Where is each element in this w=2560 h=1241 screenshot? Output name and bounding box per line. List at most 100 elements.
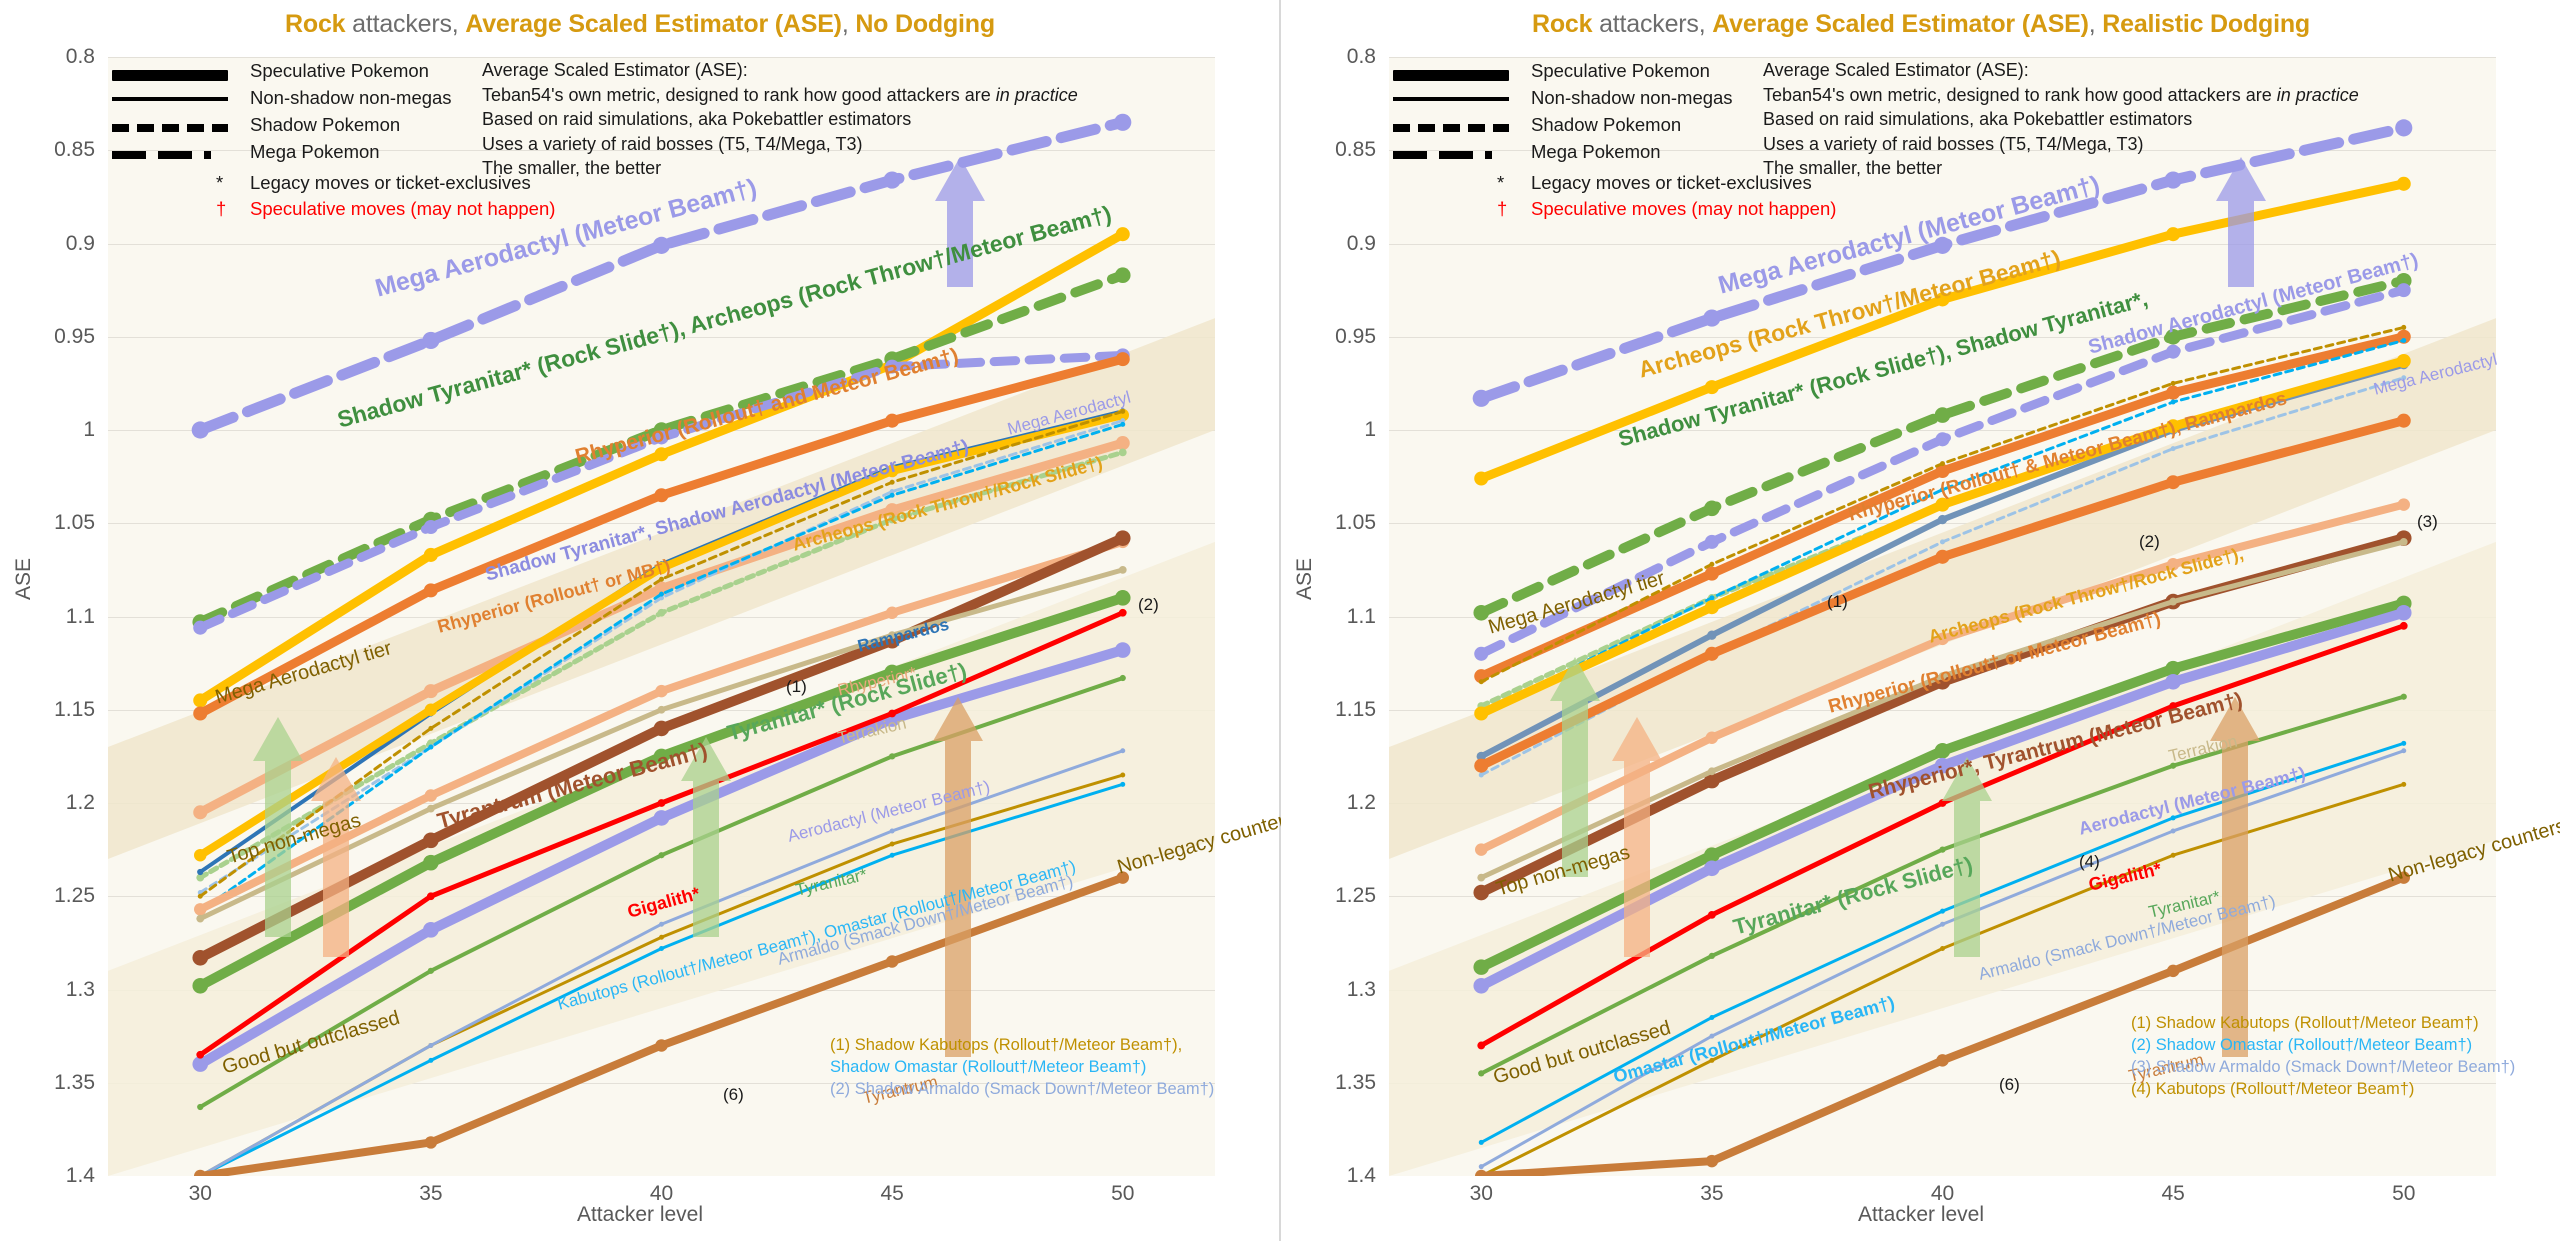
series-point — [659, 576, 664, 582]
legend-label: Speculative Pokemon — [1531, 60, 1710, 81]
series-point — [197, 893, 203, 899]
series-point — [885, 413, 900, 428]
series-point — [2166, 964, 2180, 978]
legend-label: Speculative Pokemon — [250, 60, 429, 81]
metric-explanation-line: Based on raid simulations, aka Pokebattl… — [1763, 109, 2193, 129]
legend-marker: † — [216, 198, 227, 219]
series-point — [1114, 530, 1131, 546]
legend-key-megadash — [112, 151, 228, 159]
series-point — [2170, 446, 2176, 452]
series-point — [426, 892, 435, 901]
series-point — [1115, 436, 1130, 451]
series-point — [428, 744, 434, 750]
title-attackers: attackers, — [1592, 10, 1713, 38]
series-point — [197, 1103, 204, 1111]
metric-explanation-line: Average Scaled Estimator (ASE): — [1763, 60, 2029, 80]
series-point — [2395, 119, 2413, 137]
title-type: Rock — [1532, 10, 1593, 38]
legend-line-sample — [112, 70, 228, 81]
metric-explanation-line: The smaller, the better — [1763, 158, 1943, 178]
y-tick-label: 1.2 — [1346, 791, 1376, 814]
y-tick-label: 1 — [1364, 418, 1376, 441]
series-point — [1473, 884, 1490, 901]
series-point — [2165, 673, 2181, 690]
series-point — [655, 561, 668, 575]
series-line — [1479, 338, 2406, 715]
metric-explanation-line: Teban54's own metric, designed to rank h… — [1763, 84, 2359, 105]
series-point — [426, 804, 435, 813]
series-point — [2396, 353, 2411, 369]
series-point — [2169, 597, 2178, 606]
y-tick-label: 1.05 — [1335, 511, 1376, 535]
series-point — [428, 1042, 434, 1048]
legend-line-sample — [112, 97, 228, 101]
series-point — [1936, 632, 1949, 646]
improvement-arrow — [1942, 757, 1992, 957]
series-point — [654, 447, 669, 462]
series-point — [192, 949, 209, 966]
series-point — [889, 489, 895, 495]
series-canvas — [1389, 119, 2496, 1176]
series-point — [196, 914, 205, 923]
series-point — [196, 1050, 205, 1059]
series-point — [427, 967, 434, 974]
series-point — [1119, 674, 1126, 682]
series-point — [653, 748, 670, 765]
series-point — [2169, 702, 2178, 710]
footnote-line: (2) Shadow Omastar (Rollout†/Meteor Beam… — [2131, 1036, 2473, 1054]
series-point — [655, 684, 668, 698]
series-point — [885, 464, 899, 478]
title-metric: Average Scaled Estimator (ASE) — [465, 10, 842, 38]
series-point — [2396, 283, 2411, 298]
series-point — [1704, 772, 1720, 789]
series-point — [2401, 781, 2407, 787]
series-point — [885, 606, 899, 620]
legend-label: Mega Pokemon — [1531, 141, 1661, 162]
series-point — [1473, 977, 1490, 994]
title-type: Rock — [285, 10, 346, 38]
legend-note: Speculative moves (may not happen) — [250, 198, 556, 219]
series-point — [1940, 945, 1945, 951]
series-point — [2166, 558, 2180, 571]
series-point — [197, 868, 204, 876]
panel-realistic-dodging: Rock attackers, Average Scaled Estimator… — [1281, 0, 2560, 1241]
series-point — [2166, 385, 2181, 400]
legend-note: Legacy moves or ticket-exclusives — [250, 172, 531, 193]
series-point — [2166, 419, 2181, 434]
improvement-arrow — [1612, 717, 1662, 957]
x-axis-title: Attacker level — [1857, 1203, 1985, 1226]
series-point — [2165, 328, 2181, 345]
series-point — [1704, 500, 1720, 517]
footnote-block: (1) Shadow Kabutops (Rollout†/Meteor Bea… — [2131, 1012, 2515, 1100]
metric-explanation-line: Teban54's own metric, designed to rank h… — [482, 84, 1078, 105]
series-point — [1935, 464, 1950, 479]
series-line — [194, 116, 1129, 436]
legend-marker: * — [216, 172, 224, 193]
y-tick-label: 1.15 — [54, 697, 95, 721]
x-tick-label: 30 — [188, 1182, 212, 1205]
plot-area — [108, 57, 1215, 1176]
series-point — [1707, 630, 1717, 640]
series-point — [1940, 908, 1945, 914]
y-tick-label: 1.1 — [1346, 604, 1376, 628]
footnote-line: (4) Kabutops (Rollout†/Meteor Beam†) — [2131, 1080, 2415, 1098]
series-point — [889, 852, 895, 858]
legend-key-solid-thick — [112, 70, 228, 81]
series-point — [192, 977, 209, 994]
y-axis-title: ASE — [1293, 557, 1316, 600]
y-tick-label: 0.9 — [1346, 231, 1376, 255]
footnote-line: (2) Shadow Armaldo (Smack Down†/Meteor B… — [830, 1080, 1215, 1098]
series-point — [1938, 799, 1947, 807]
legend-marker: † — [1497, 198, 1508, 219]
x-tick-label: 30 — [1469, 1182, 1493, 1205]
series-point — [1116, 871, 1129, 884]
legend-key-dashed — [112, 124, 228, 132]
series-point — [657, 799, 666, 807]
series-point — [2399, 621, 2408, 630]
series-point — [2400, 693, 2407, 700]
series-point — [1935, 497, 1950, 512]
series-point — [1120, 421, 1126, 427]
series-point — [2395, 604, 2412, 621]
series-point — [423, 684, 438, 699]
series-point — [2170, 399, 2176, 405]
